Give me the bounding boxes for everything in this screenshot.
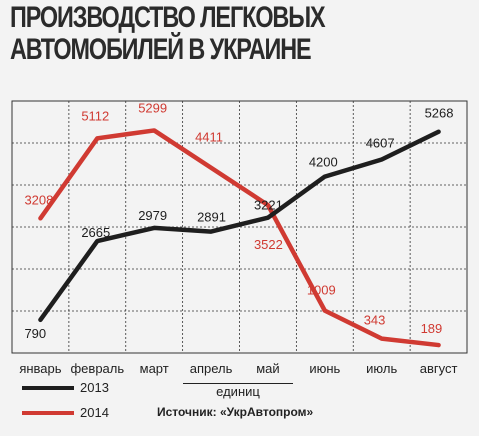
x-tick-label: июнь — [309, 361, 340, 376]
legend-label-2014: 2014 — [80, 405, 109, 420]
line-chart: 790 2665 2979 2891 3221 4200 4607 5268 3208 5112 5… — [11, 100, 468, 376]
x-tick-label: февраль — [70, 361, 124, 376]
data-label-2013: 2891 — [197, 210, 226, 225]
data-label-2013: 3221 — [254, 198, 283, 213]
data-label-2013: 5268 — [425, 106, 454, 121]
x-tick-label: август — [420, 361, 458, 376]
units-label: единиц — [183, 383, 293, 399]
legend-swatch-2013 — [22, 385, 74, 390]
data-label-2013: 4607 — [366, 136, 395, 151]
data-label-2014: 4411 — [195, 130, 223, 145]
data-label-2013: 2665 — [81, 225, 110, 240]
x-tick-label: март — [140, 361, 169, 376]
data-label-2014: 189 — [421, 321, 443, 336]
data-label-2014: 5299 — [138, 100, 167, 115]
legend-item-2014: 2014 — [22, 405, 109, 420]
data-label-2014: 343 — [364, 313, 386, 328]
x-tick-label: апрель — [190, 361, 233, 376]
x-tick-label: январь — [19, 361, 61, 376]
data-label-2013: 790 — [24, 326, 46, 341]
data-label-2014: 3522 — [254, 237, 283, 252]
data-label-2014: 3208 — [24, 192, 53, 207]
data-labels: 790 2665 2979 2891 3221 4200 4607 5268 3208 5112 5… — [24, 100, 453, 340]
series-line-2013 — [38, 129, 441, 323]
data-label-2014: 1009 — [307, 283, 336, 298]
x-tick-label: май — [256, 361, 279, 376]
series-line-2014 — [38, 128, 441, 348]
legend-label-2013: 2013 — [80, 380, 109, 395]
legend-item-2013: 2013 — [22, 380, 109, 395]
legend-swatch-2014 — [22, 410, 74, 415]
data-label-2013: 4200 — [309, 155, 338, 170]
title-line-2: АВТОМОБИЛЕЙ В УКРАИНЕ — [10, 33, 312, 66]
source-label: Источник: «УкрАвтопром» — [157, 405, 314, 419]
series-lines — [38, 128, 441, 348]
grid — [11, 100, 468, 354]
legend: 2013 2014 — [22, 378, 222, 430]
data-label-2014: 5112 — [81, 108, 109, 123]
data-label-2013: 2979 — [138, 208, 167, 223]
chart-title: ПРОИЗВОДСТВО ЛЕГКОВЫХ АВТОМОБИЛЕЙ В УКРА… — [10, 1, 326, 66]
x-tick-label: июль — [366, 361, 397, 376]
title-line-1: ПРОИЗВОДСТВО ЛЕГКОВЫХ — [10, 1, 326, 34]
x-axis-ticks: январь февраль март апрель май июнь июль август — [19, 361, 457, 376]
